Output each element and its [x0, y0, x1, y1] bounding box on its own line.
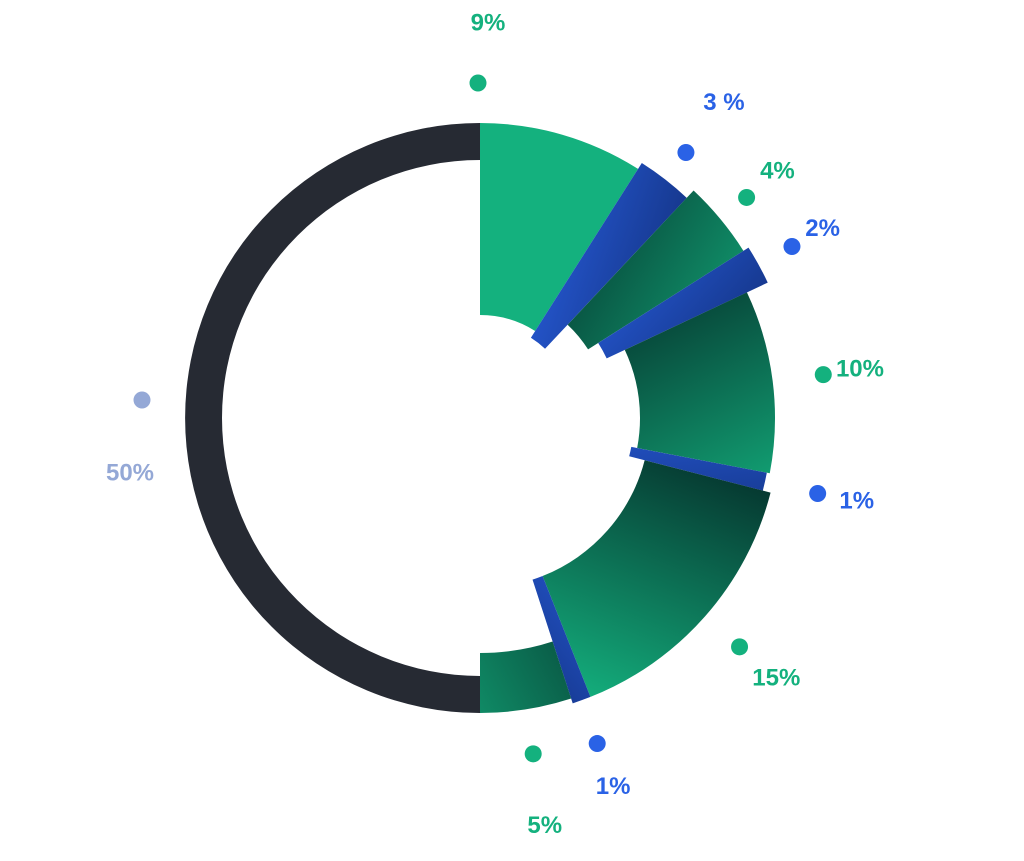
- pie-slice-4: [567, 190, 744, 350]
- slice-marker-dot: [677, 144, 695, 162]
- chart-slices: [185, 123, 775, 713]
- slice-percent-label: 9%: [471, 9, 506, 36]
- pie-slice-9: [480, 123, 639, 332]
- slice-percent-label: 5%: [527, 812, 562, 839]
- slice-percent-label: 1%: [596, 773, 631, 800]
- slice-marker-dot: [524, 745, 542, 763]
- slice-percent-label: 15%: [752, 665, 800, 692]
- pie-slice-5: [480, 641, 572, 713]
- slice-marker-dot: [809, 484, 827, 502]
- chart-labels: 9% 3 % 4% 2% 10% 1% 15% 1% 5% 50%: [106, 9, 884, 839]
- slice-marker-dot: [469, 74, 487, 92]
- slice-marker-dot: [738, 188, 756, 206]
- slice-percent-label: 2%: [805, 215, 840, 242]
- slice-percent-label: 50%: [106, 459, 154, 486]
- pie-slice-2: [598, 247, 768, 359]
- pie-slice-1: [629, 446, 767, 491]
- slice-percent-label: 10%: [836, 355, 884, 382]
- pie-slice-50: [185, 123, 481, 713]
- chart-markers: [133, 74, 832, 763]
- slice-marker-dot: [814, 366, 832, 384]
- slice-percent-label: 3 %: [703, 89, 744, 116]
- pie-slice-1: [532, 576, 591, 704]
- slice-percent-label: 1%: [839, 488, 874, 515]
- pie-slice-15: [542, 460, 771, 697]
- slice-marker-dot: [731, 638, 749, 656]
- slice-marker-dot: [588, 735, 606, 753]
- slice-marker-dot: [133, 391, 151, 409]
- slice-marker-dot: [783, 237, 801, 255]
- pie-slice-10: [624, 292, 775, 474]
- pie-slice-3: [530, 163, 687, 349]
- slice-percent-label: 4%: [760, 157, 795, 184]
